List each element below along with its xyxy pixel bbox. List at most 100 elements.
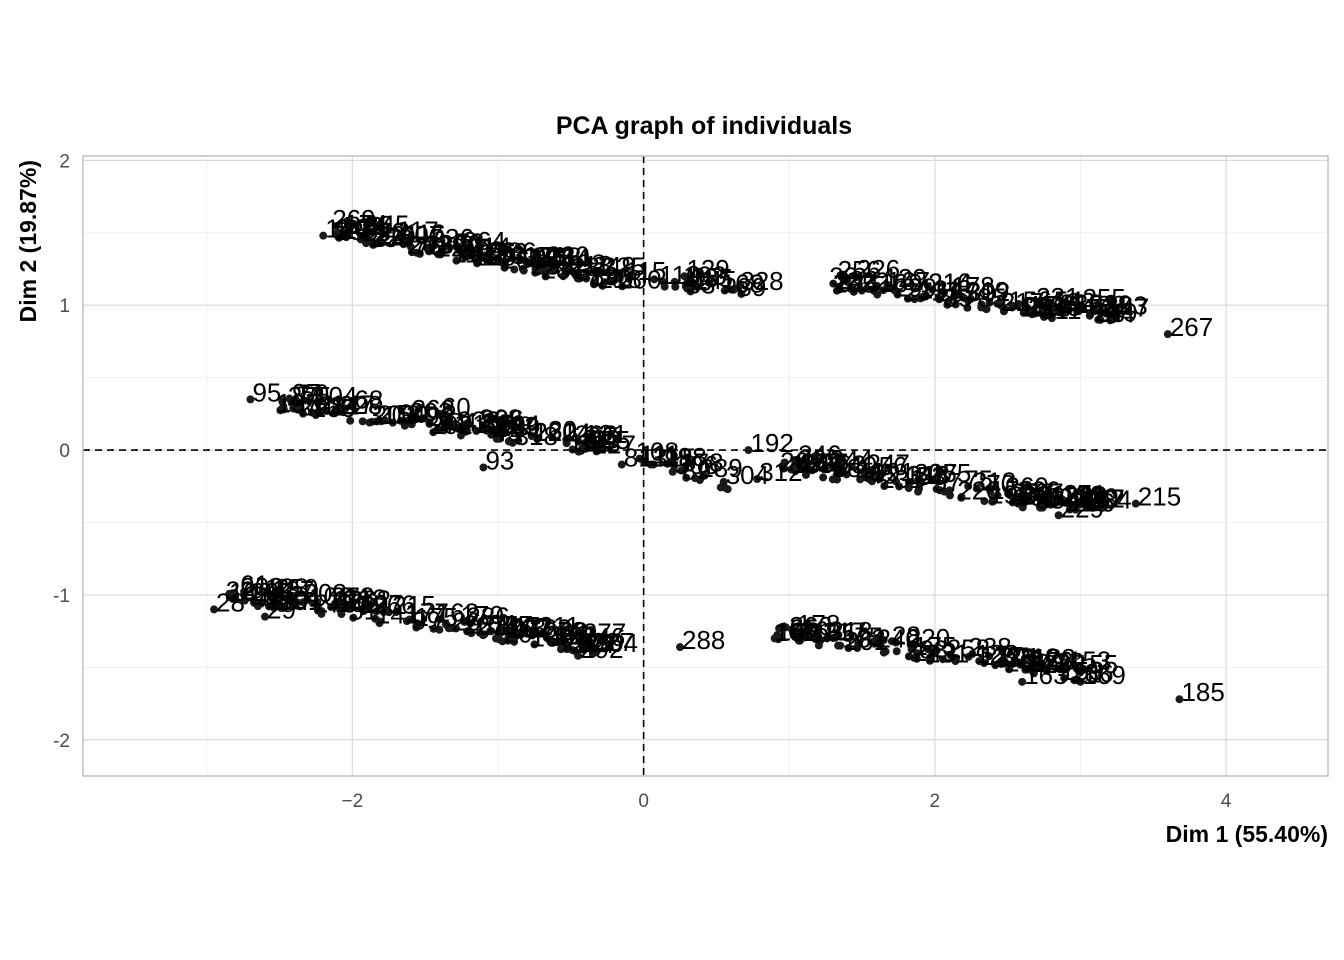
data-point xyxy=(872,635,881,644)
data-point xyxy=(1090,307,1099,316)
data-point xyxy=(349,613,358,622)
point-label: 133 xyxy=(550,620,593,650)
point-label: 84 xyxy=(481,408,510,438)
point-label: 129 xyxy=(884,263,927,293)
point-label: 187 xyxy=(271,575,314,605)
point-label: 56 xyxy=(1096,298,1125,328)
point-label: 28 xyxy=(892,620,921,650)
point-label: 51 xyxy=(583,424,612,454)
point-label: 214 xyxy=(468,231,511,261)
point-label: 261 xyxy=(845,626,888,656)
data-point xyxy=(261,612,270,621)
data-point xyxy=(793,632,802,641)
point-label: 53 xyxy=(917,461,946,491)
point-label: 227 xyxy=(591,627,634,657)
data-point xyxy=(337,610,346,619)
point-label: 284 xyxy=(434,407,477,437)
data-point xyxy=(424,243,433,252)
point-label: 109 xyxy=(229,577,272,607)
point-label: 101 xyxy=(997,642,1040,672)
point-label: 140 xyxy=(325,214,368,244)
data-point xyxy=(433,424,442,433)
data-point xyxy=(313,606,322,615)
x-tick-label: 2 xyxy=(930,791,941,812)
point-label: 282 xyxy=(835,265,878,295)
data-point xyxy=(910,295,919,304)
data-point xyxy=(430,241,439,250)
point-label: 178 xyxy=(951,271,994,301)
point-label: 109 xyxy=(1075,483,1118,513)
point-label: 28 xyxy=(216,587,245,617)
point-label: 328 xyxy=(740,266,783,296)
point-label: 297 xyxy=(1020,477,1063,507)
point-label: 294 xyxy=(497,409,540,439)
data-point xyxy=(1076,301,1085,310)
data-point xyxy=(246,395,255,404)
data-point xyxy=(865,475,874,484)
data-point xyxy=(617,460,626,469)
data-point xyxy=(780,458,789,467)
point-label: 200 xyxy=(1044,482,1087,512)
point-label: 141 xyxy=(376,600,419,630)
data-point xyxy=(1036,300,1045,309)
point-label: 231 xyxy=(1036,282,1079,312)
point-label: 203 xyxy=(409,397,452,427)
point-label: 175 xyxy=(415,602,458,632)
point-label: 170 xyxy=(460,600,503,630)
point-label: 25 xyxy=(691,262,720,292)
data-point xyxy=(540,265,549,274)
data-point xyxy=(820,465,829,474)
data-point xyxy=(650,275,659,284)
data-point xyxy=(951,657,960,666)
data-point xyxy=(744,446,753,455)
data-point xyxy=(1035,502,1044,511)
point-label: 280 xyxy=(1059,289,1102,319)
point-label: 215 xyxy=(1066,487,1109,517)
point-label: 275 xyxy=(288,381,331,411)
point-label: 167 xyxy=(887,266,930,296)
data-point xyxy=(562,435,571,444)
point-label: 264 xyxy=(463,226,506,256)
point-label: 300 xyxy=(439,229,482,259)
data-point xyxy=(482,251,491,260)
data-point xyxy=(904,484,913,493)
data-point xyxy=(574,437,583,446)
point-label: 241 xyxy=(1005,647,1048,677)
data-point xyxy=(348,402,357,411)
point-label: 97 xyxy=(512,614,541,644)
point-label: 43 xyxy=(493,417,522,447)
data-point xyxy=(964,482,973,491)
point-label: 260 xyxy=(1064,481,1107,511)
point-label: 231 xyxy=(880,464,923,494)
data-point xyxy=(472,426,481,435)
point-label: 90 xyxy=(399,399,428,429)
data-point xyxy=(276,405,285,414)
data-point xyxy=(303,595,312,604)
data-point xyxy=(689,278,698,287)
x-tick-label: 0 xyxy=(638,791,649,812)
data-point xyxy=(573,274,582,283)
data-point xyxy=(957,493,966,502)
data-point xyxy=(737,289,746,298)
point-label: 174 xyxy=(344,209,387,239)
point-label: 226 xyxy=(857,254,900,284)
point-label: 196 xyxy=(1020,291,1063,321)
y-tick-label: -2 xyxy=(53,731,70,752)
point-label: 234 xyxy=(532,244,575,274)
data-point xyxy=(457,423,466,432)
point-label: 193 xyxy=(563,249,606,279)
data-point xyxy=(803,627,812,636)
data-point xyxy=(398,416,407,425)
point-label: 143 xyxy=(495,411,538,441)
point-label: 156 xyxy=(1008,285,1051,315)
data-point xyxy=(959,293,968,302)
data-point xyxy=(574,651,583,660)
point-label: 116 xyxy=(404,219,445,249)
data-point xyxy=(412,623,421,632)
point-label: 32 xyxy=(226,575,255,605)
data-point xyxy=(663,459,672,468)
point-label: 106 xyxy=(472,237,515,267)
point-label: 43 xyxy=(517,613,546,643)
data-point xyxy=(332,222,341,231)
point-label: 307 xyxy=(914,458,957,488)
